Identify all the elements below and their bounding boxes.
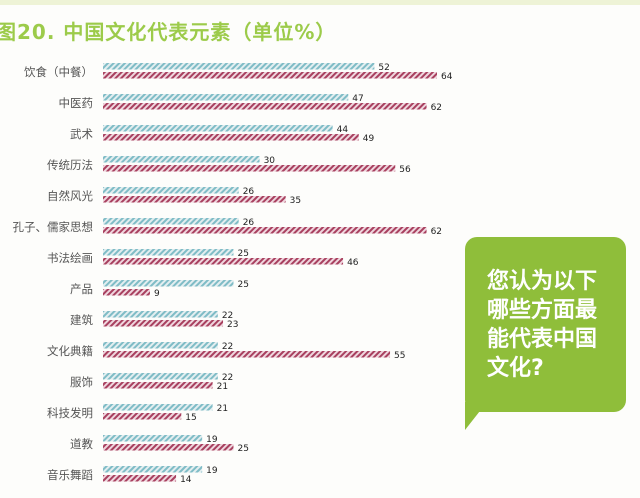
- data-label: 52: [378, 63, 389, 73]
- chart-title: 图20. 中国文化代表元素（单位%）: [0, 20, 337, 44]
- bar: [103, 187, 239, 194]
- data-label: 25: [237, 280, 248, 290]
- callout-bubble: 您认为以下 哪些方面最 能代表中国 文化?: [465, 237, 626, 430]
- callout-text: 您认为以下 哪些方面最 能代表中国 文化?: [487, 267, 617, 383]
- bar: [103, 311, 218, 318]
- category-label: 服饰: [70, 375, 93, 389]
- data-label: 25: [237, 249, 248, 259]
- data-label: 49: [363, 134, 375, 144]
- data-label: 22: [222, 311, 233, 321]
- category-label: 孔子、儒家思想: [13, 220, 94, 234]
- bar: [103, 218, 239, 225]
- bar: [103, 63, 375, 70]
- bar: [103, 413, 182, 420]
- category-label: 音乐舞蹈: [47, 468, 93, 482]
- data-label: 22: [222, 342, 233, 352]
- data-label: 62: [431, 227, 442, 237]
- bar: [103, 444, 234, 451]
- data-label: 62: [431, 103, 442, 113]
- data-label: 56: [399, 165, 411, 175]
- bar: [103, 125, 333, 132]
- bar: [103, 342, 218, 349]
- bar: [103, 289, 150, 296]
- bar: [103, 466, 203, 473]
- category-label: 传统历法: [47, 158, 93, 172]
- callout-line: 您认为以下: [487, 269, 598, 294]
- category-label: 产品: [70, 282, 93, 296]
- category-label: 中医药: [59, 96, 94, 110]
- data-label: 21: [217, 382, 228, 392]
- data-label: 46: [347, 258, 359, 268]
- top-band: [0, 0, 640, 5]
- callout-line: 能代表中国: [487, 327, 598, 352]
- bar: [103, 435, 203, 442]
- category-label: 道教: [70, 437, 93, 451]
- bar: [103, 134, 359, 141]
- bar: [103, 156, 260, 163]
- callout-line: 哪些方面最: [487, 298, 598, 323]
- bar: [103, 280, 234, 287]
- category-label: 武术: [70, 127, 93, 141]
- callout-tail: [465, 402, 487, 430]
- bar: [103, 258, 344, 265]
- category-label: 科技发明: [47, 406, 93, 420]
- data-label: 25: [237, 444, 248, 454]
- category-label: 自然风光: [47, 189, 93, 203]
- bar: [103, 404, 213, 411]
- category-label: 文化典籍: [47, 344, 93, 358]
- data-label: 64: [441, 72, 453, 82]
- data-label: 14: [180, 475, 192, 485]
- data-label: 44: [337, 125, 349, 135]
- bar: [103, 103, 427, 110]
- data-label: 47: [352, 94, 363, 104]
- callout-line: 文化?: [487, 356, 544, 381]
- bar: [103, 249, 234, 256]
- data-label: 15: [185, 413, 196, 423]
- bar: [103, 72, 437, 79]
- data-label: 35: [290, 196, 301, 206]
- bar: [103, 373, 218, 380]
- data-label: 55: [394, 351, 405, 361]
- bar: [103, 475, 177, 482]
- bar: [103, 165, 396, 172]
- data-label: 23: [227, 320, 238, 330]
- category-label: 书法绘画: [47, 251, 93, 265]
- data-label: 19: [206, 435, 218, 445]
- bar: [103, 351, 391, 358]
- data-label: 21: [217, 404, 228, 414]
- bar: [103, 227, 427, 234]
- category-label: 饮食（中餐）: [24, 65, 93, 79]
- data-label: 22: [222, 373, 233, 383]
- category-label: 建筑: [70, 313, 93, 327]
- bar: [103, 320, 224, 327]
- bar: [103, 382, 213, 389]
- bar: [103, 94, 349, 101]
- bar: [103, 196, 286, 203]
- data-label: 26: [243, 218, 255, 228]
- data-label: 19: [206, 466, 218, 476]
- data-label: 30: [264, 156, 276, 166]
- data-label: 26: [243, 187, 255, 197]
- data-label: 9: [154, 289, 160, 299]
